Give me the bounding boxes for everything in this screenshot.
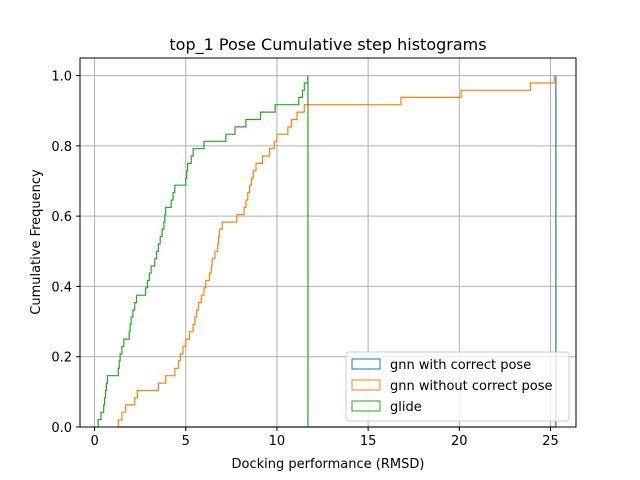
x-tick-label: 5 (182, 434, 190, 449)
y-tick-label: 0.2 (51, 351, 72, 366)
x-axis-label: Docking performance (RMSD) (232, 457, 425, 472)
x-tick-label: 0 (90, 434, 98, 449)
axis-ticks: 0 5 10 15 20 25 0.0 0.2 0.4 0.6 0.8 1.0 (51, 70, 558, 449)
x-tick-label: 10 (269, 434, 286, 449)
plot-frame (79, 57, 577, 428)
y-tick-label: 0.4 (51, 280, 72, 295)
series-line-1 (117, 75, 555, 427)
y-tick-label: 0.8 (51, 140, 72, 155)
grid-lines (80, 58, 576, 428)
x-tick-label: 20 (451, 434, 468, 449)
y-tick-label: 0.6 (51, 210, 72, 225)
legend-swatch-glide (351, 400, 381, 412)
x-tick-label: 15 (360, 434, 377, 449)
y-tick-label: 1.0 (51, 70, 72, 85)
y-tick-label: 0.0 (51, 421, 72, 436)
legend-swatch-gnn-correct (351, 358, 381, 370)
chart-title: top_1 Pose Cumulative step histograms (169, 35, 486, 55)
legend-swatch-gnn-without (351, 379, 381, 391)
legend: gnn with correct pose gnn without correc… (345, 351, 570, 422)
legend-box (345, 351, 570, 422)
legend-label-gnn-correct: gnn with correct pose (390, 358, 531, 373)
x-tick-label: 25 (542, 434, 559, 449)
y-axis-label: Cumulative Frequency (29, 169, 44, 315)
legend-label-gnn-without: gnn without correct pose (390, 379, 553, 394)
legend-label-glide: glide (390, 400, 422, 415)
series-line-2 (97, 75, 309, 427)
